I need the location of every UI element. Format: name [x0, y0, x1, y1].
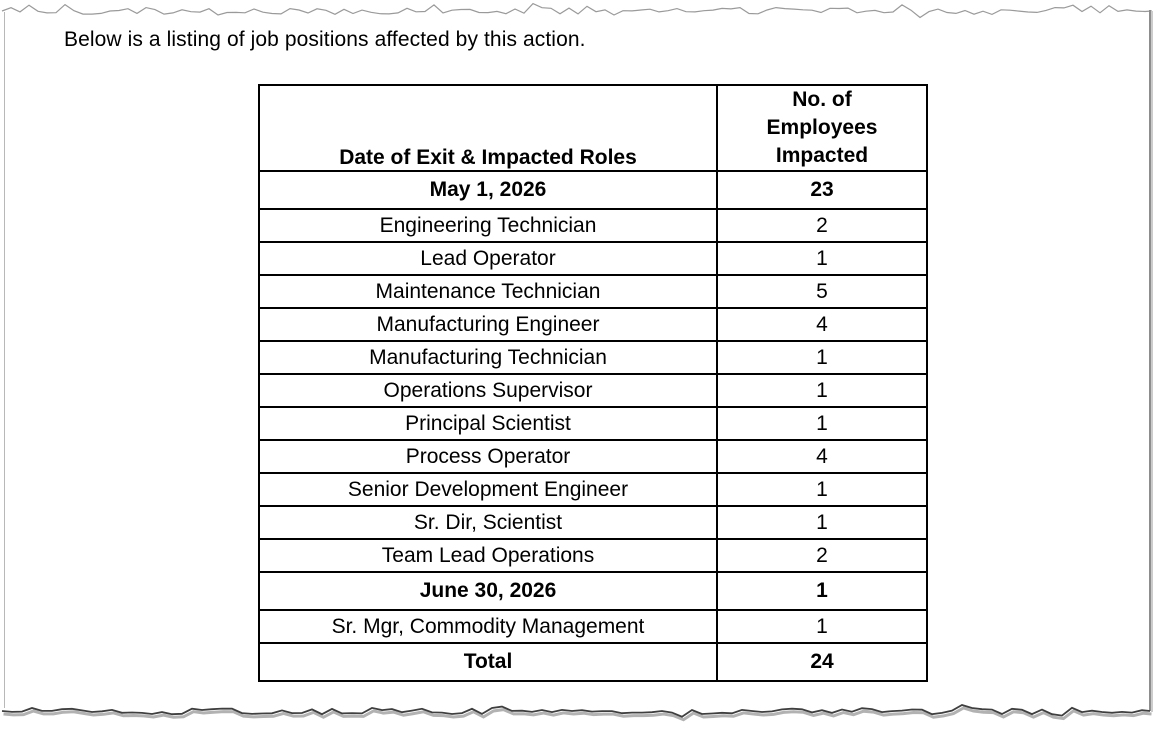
- table-row: Manufacturing Technician 1: [258, 340, 928, 375]
- role-cell: Process Operator: [258, 439, 718, 474]
- role-cell: Team Lead Operations: [258, 538, 718, 573]
- count-cell: 1: [716, 472, 928, 507]
- count-cell: 5: [716, 274, 928, 309]
- table-row: Engineering Technician 2: [258, 208, 928, 243]
- role-cell: Maintenance Technician: [258, 274, 718, 309]
- table-row: Team Lead Operations 2: [258, 538, 928, 573]
- role-cell: Manufacturing Technician: [258, 340, 718, 375]
- count-cell: 1: [716, 340, 928, 375]
- count-cell: 1: [716, 241, 928, 276]
- table-header-row: Date of Exit & Impacted Roles No. of Empl…: [258, 84, 928, 172]
- impacted-roles-table: Date of Exit & Impacted Roles No. of Empl…: [258, 84, 928, 682]
- count-header-line: Impacted: [775, 144, 869, 167]
- table-row: Lead Operator 1: [258, 241, 928, 276]
- count-cell: 23: [716, 170, 928, 210]
- count-cell: 4: [716, 307, 928, 342]
- impacted-roles-table-body: May 1, 2026 23 Engineering Technician 2 Lead…: [258, 170, 928, 682]
- intro-text: Below is a listing of job positions affe…: [64, 28, 586, 51]
- col-header-count: No. of Employees Impacted: [716, 84, 928, 172]
- table-row: Sr. Mgr, Commodity Management 1: [258, 609, 928, 644]
- role-cell: Manufacturing Engineer: [258, 307, 718, 342]
- role-cell: Operations Supervisor: [258, 373, 718, 408]
- table-row: June 30, 2026 1: [258, 571, 928, 611]
- table-row: Principal Scientist 1: [258, 406, 928, 441]
- count-header-line: No. of: [792, 88, 852, 111]
- count-cell: 1: [716, 373, 928, 408]
- torn-paper-edge-bottom: [1, 704, 1152, 722]
- count-cell: 1: [716, 571, 928, 611]
- count-cell: 1: [716, 406, 928, 441]
- role-cell: Senior Development Engineer: [258, 472, 718, 507]
- table-row: Total 24: [258, 642, 928, 682]
- table-row: Process Operator 4: [258, 439, 928, 474]
- torn-paper-edge-top: [1, 2, 1153, 19]
- role-cell: Sr. Mgr, Commodity Management: [258, 609, 718, 644]
- count-cell: 1: [716, 505, 928, 540]
- role-cell: June 30, 2026: [258, 571, 718, 611]
- role-cell: Engineering Technician: [258, 208, 718, 243]
- count-cell: 24: [716, 642, 928, 682]
- count-cell: 4: [716, 439, 928, 474]
- role-cell: Total: [258, 642, 718, 682]
- table-row: Sr. Dir, Scientist 1: [258, 505, 928, 540]
- role-cell: Lead Operator: [258, 241, 718, 276]
- col-header-roles: Date of Exit & Impacted Roles: [258, 84, 718, 172]
- table-row: Maintenance Technician 5: [258, 274, 928, 309]
- role-cell: Principal Scientist: [258, 406, 718, 441]
- table-row: Senior Development Engineer 1: [258, 472, 928, 507]
- role-cell: Sr. Dir, Scientist: [258, 505, 718, 540]
- count-cell: 1: [716, 609, 928, 644]
- count-cell: 2: [716, 538, 928, 573]
- page-edge-left: [4, 12, 5, 708]
- role-cell: May 1, 2026: [258, 170, 718, 210]
- page-edge-right: [1149, 10, 1151, 711]
- table-row: Operations Supervisor 1: [258, 373, 928, 408]
- table-row: May 1, 2026 23: [258, 170, 928, 210]
- count-header-line: Employees: [766, 116, 878, 139]
- count-cell: 2: [716, 208, 928, 243]
- table-row: Manufacturing Engineer 4: [258, 307, 928, 342]
